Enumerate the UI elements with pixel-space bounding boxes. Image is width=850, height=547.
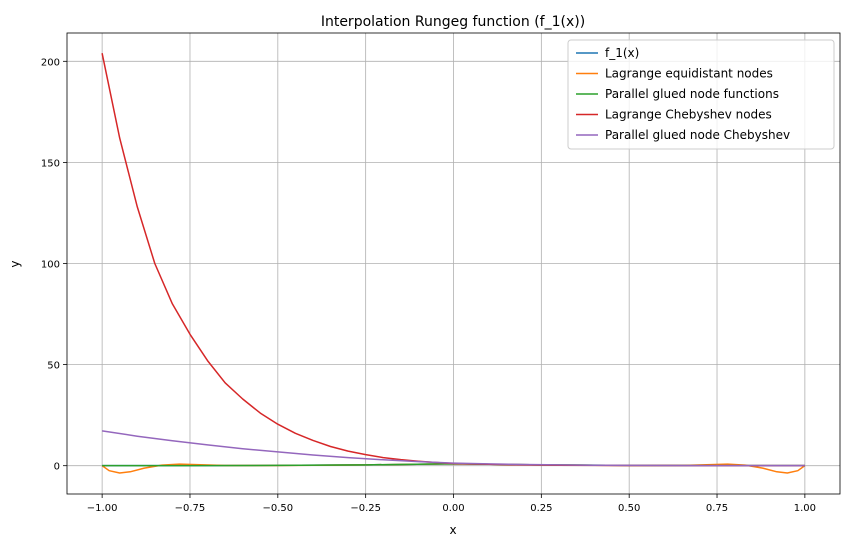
y-tick-label: 100 — [41, 260, 60, 271]
legend: f_1(x) Lagrange equidistant nodes Parallel… — [567, 39, 835, 150]
x-tick-label: −0.50 — [262, 503, 293, 514]
y-tick-label: 0 — [54, 462, 60, 473]
legend-box — [567, 39, 835, 150]
y-tick-label: 200 — [41, 57, 60, 68]
legend-label-4: Parallel glued node Chebyshev — [605, 128, 790, 142]
y-tick-label: 150 — [41, 158, 60, 169]
y-tick-label: 50 — [47, 361, 60, 372]
x-tick-label: −0.75 — [175, 503, 206, 514]
x-axis-label: x — [449, 523, 456, 537]
x-tick-label: 0.25 — [530, 503, 552, 514]
legend-label-2: Parallel glued node functions — [605, 87, 779, 101]
legend-label-1: Lagrange equidistant nodes — [605, 67, 773, 81]
y-axis-label: y — [8, 260, 22, 267]
x-tick-label: 0.50 — [618, 503, 640, 514]
legend-label-3: Lagrange Chebyshev nodes — [605, 108, 772, 122]
legend-label-0: f_1(x) — [605, 46, 639, 60]
x-tick-label: −0.25 — [350, 503, 381, 514]
tick-labels: −1.00 −0.75 −0.50 −0.25 0.00 0.25 0.50 0.75 1.00… — [41, 57, 816, 514]
x-tick-label: 0.00 — [442, 503, 464, 514]
plot-series — [101, 53, 806, 474]
x-tick-label: −1.00 — [87, 503, 118, 514]
x-tick-label: 1.00 — [794, 503, 816, 514]
series-line-4 — [101, 430, 805, 467]
x-tick-label: 0.75 — [706, 503, 728, 514]
chart-title: Interpolation Rungeg function (f_1(x)) — [321, 14, 585, 30]
